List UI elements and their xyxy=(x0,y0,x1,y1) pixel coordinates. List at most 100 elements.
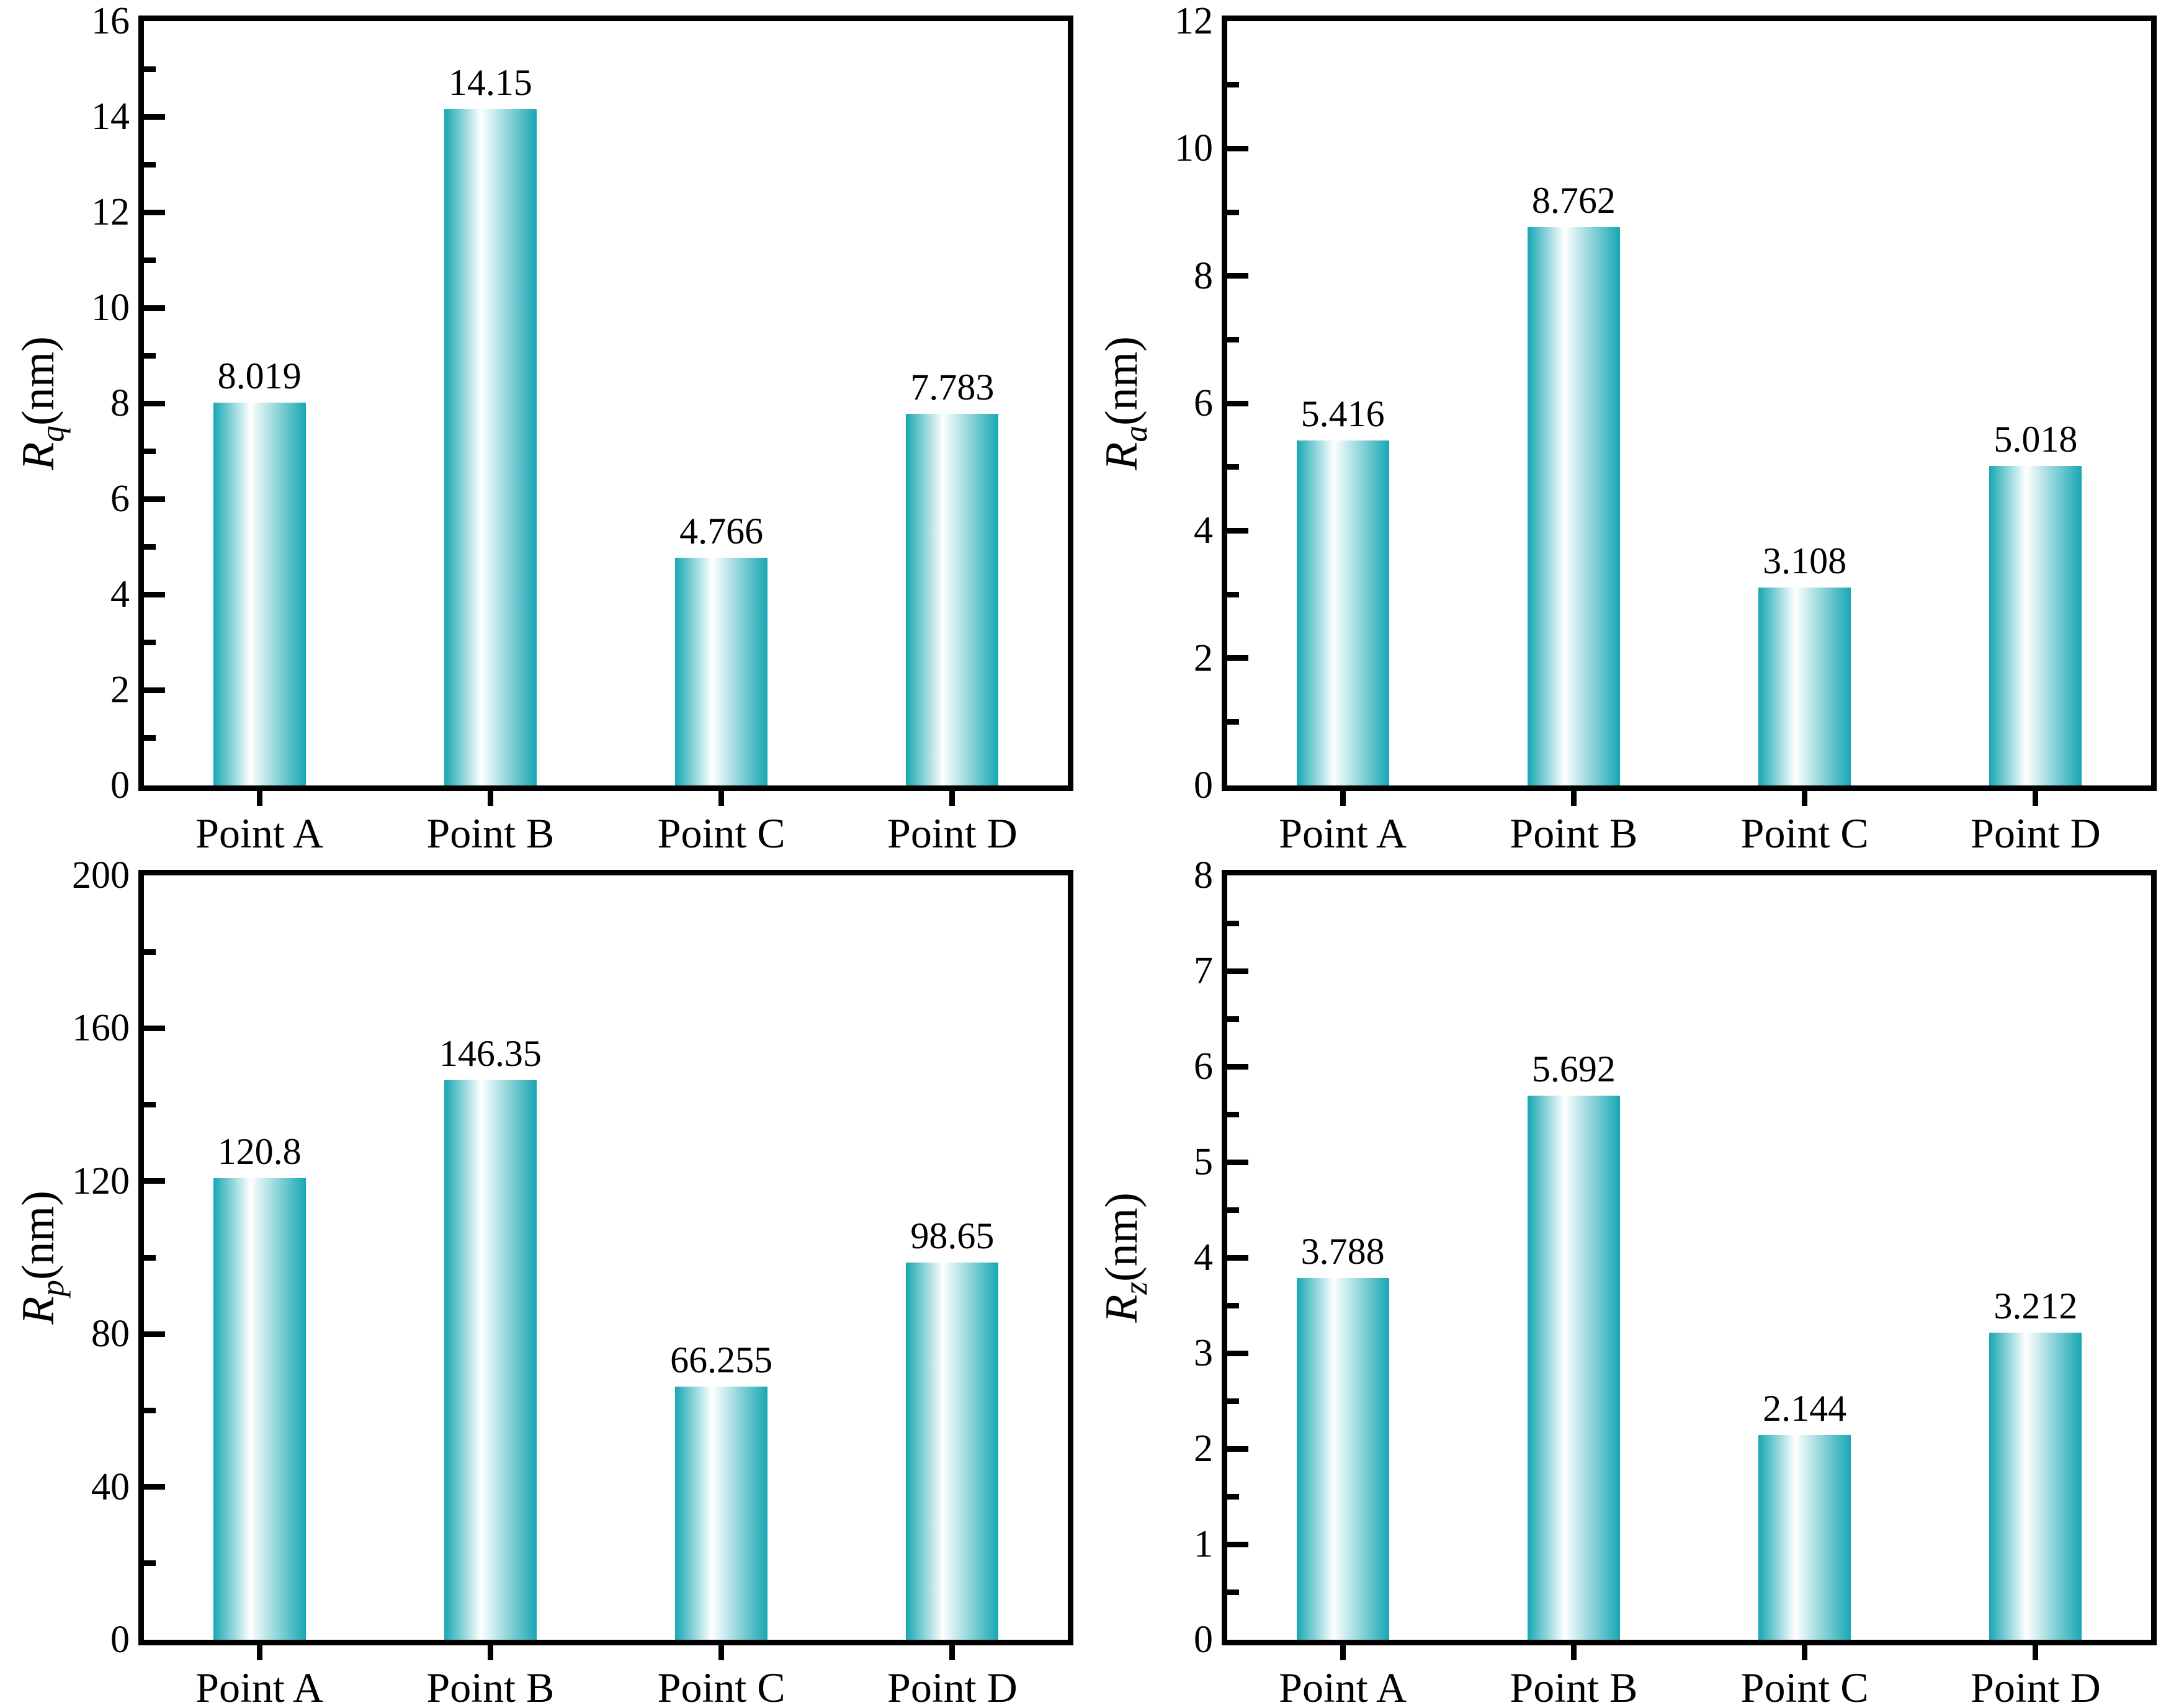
y-minor-tick xyxy=(1227,920,1239,926)
subplot-rz: 3.788 5.692 2.144 3.212 0 1 2 3 4 5 6 7 8 Point A Poin… xyxy=(1083,854,2166,1708)
y-tick-label: 16 xyxy=(91,0,130,42)
y-tick-label: 8 xyxy=(110,382,130,424)
y-tick-label: 5 xyxy=(1194,1141,1213,1183)
bar-value-label-point-b: 146.35 xyxy=(439,1033,542,1075)
y-axis-title-variable: R xyxy=(13,1296,64,1325)
bar-point-a xyxy=(1296,440,1389,785)
y-minor-tick xyxy=(144,1102,156,1108)
y-minor-tick xyxy=(1227,1398,1239,1404)
subplot-rq: 8.019 14.15 4.766 7.783 0 2 4 6 8 10 12 14 16 Point A… xyxy=(0,0,1083,857)
y-major-tick xyxy=(144,1484,165,1490)
y-major-tick xyxy=(1227,655,1248,661)
x-tick-point-d xyxy=(949,1645,955,1660)
bar-point-b xyxy=(444,109,537,785)
y-major-tick xyxy=(144,1025,165,1031)
y-axis-title-subscript: q xyxy=(34,426,71,442)
x-category-label-point-d: Point D xyxy=(1971,1664,2101,1708)
y-major-tick xyxy=(1227,1541,1248,1547)
x-category-label-point-a: Point A xyxy=(195,1664,324,1708)
y-tick-label: 10 xyxy=(91,287,130,329)
y-tick-label: 0 xyxy=(1194,764,1213,807)
x-tick-point-d xyxy=(949,791,955,806)
y-tick-label: 0 xyxy=(110,1619,130,1661)
y-tick-label: 0 xyxy=(110,764,130,807)
y-minor-tick xyxy=(1227,336,1239,342)
y-minor-tick xyxy=(144,949,156,955)
y-tick-label: 12 xyxy=(1175,0,1213,42)
x-category-label-point-b: Point B xyxy=(1510,810,1638,857)
x-category-label-point-b: Point B xyxy=(426,810,555,857)
y-tick-label: 2 xyxy=(1194,1428,1213,1470)
y-major-tick xyxy=(1227,145,1248,151)
y-tick-label: 12 xyxy=(91,191,130,233)
bar-value-label-point-b: 14.15 xyxy=(448,62,532,104)
bar-point-c xyxy=(1758,1434,1851,1640)
y-tick-label: 40 xyxy=(91,1465,130,1508)
x-tick-point-b xyxy=(487,791,493,806)
subplot-rp: 120.8 146.35 66.255 98.65 0 40 80 120 160 200 Poin… xyxy=(0,854,1083,1708)
x-tick-point-a xyxy=(1340,1645,1346,1660)
bar-value-label-point-c: 2.144 xyxy=(1763,1387,1847,1429)
y-tick-label: 120 xyxy=(72,1160,130,1202)
y-minor-tick xyxy=(1227,1589,1239,1595)
x-category-label-point-d: Point D xyxy=(1971,810,2101,857)
bar-value-label-point-a: 3.788 xyxy=(1300,1230,1385,1272)
y-major-tick xyxy=(144,591,165,597)
y-axis-title-unit: (nm) xyxy=(1096,336,1147,426)
plot-area: 8.019 14.15 4.766 7.783 xyxy=(138,16,1073,791)
plot-area: 3.788 5.692 2.144 3.212 xyxy=(1222,870,2157,1645)
y-minor-tick xyxy=(144,66,156,72)
y-tick-label: 14 xyxy=(91,96,130,138)
y-major-tick xyxy=(144,1178,165,1184)
y-minor-tick xyxy=(1227,1493,1239,1500)
y-tick-label: 4 xyxy=(110,573,130,615)
x-tick-point-b xyxy=(487,1645,493,1660)
x-category-label-point-d: Point D xyxy=(887,1664,1018,1708)
bar-value-label-point-c: 66.255 xyxy=(670,1339,773,1380)
bar-value-label-point-d: 5.018 xyxy=(1994,418,2078,460)
bar-point-b xyxy=(1527,227,1620,785)
x-category-label-point-b: Point B xyxy=(1510,1664,1638,1708)
y-tick-label: 160 xyxy=(72,1007,130,1050)
y-tick-label: 0 xyxy=(1194,1619,1213,1661)
bar-point-b xyxy=(444,1080,537,1640)
bar-value-label-point-c: 4.766 xyxy=(679,511,764,552)
y-major-tick xyxy=(144,305,165,311)
bar-value-label-point-a: 120.8 xyxy=(217,1130,302,1172)
y-tick-label: 4 xyxy=(1194,509,1213,552)
bar-point-a xyxy=(1296,1277,1389,1640)
x-category-label-point-d: Point D xyxy=(887,810,1018,857)
x-category-label-point-c: Point C xyxy=(1740,1664,1869,1708)
bar-value-label-point-d: 7.783 xyxy=(910,366,995,408)
x-category-label-point-c: Point C xyxy=(657,810,785,857)
y-minor-tick xyxy=(1227,464,1239,470)
y-tick-label: 8 xyxy=(1194,854,1213,896)
y-tick-label: 1 xyxy=(1194,1523,1213,1565)
y-minor-tick xyxy=(144,1407,156,1413)
x-tick-point-b xyxy=(1570,1645,1577,1660)
y-minor-tick xyxy=(144,1560,156,1567)
y-axis-title: Rz(nm) xyxy=(1096,1192,1154,1323)
x-tick-point-b xyxy=(1570,791,1577,806)
y-major-tick xyxy=(1227,527,1248,534)
x-category-label-point-c: Point C xyxy=(657,1664,785,1708)
y-minor-tick xyxy=(1227,1302,1239,1308)
bar-point-d xyxy=(906,1263,999,1640)
x-category-label-point-b: Point B xyxy=(426,1664,555,1708)
bar-value-label-point-c: 3.108 xyxy=(1763,540,1847,581)
bar-point-c xyxy=(675,1386,768,1640)
y-major-tick xyxy=(1227,1254,1248,1261)
bar-point-c xyxy=(675,558,768,785)
y-minor-tick xyxy=(1227,591,1239,597)
y-minor-tick xyxy=(144,448,156,454)
y-axis-title-variable: R xyxy=(13,442,64,470)
y-axis-title-unit: (nm) xyxy=(13,336,64,426)
y-axis-title: Rp(nm) xyxy=(13,1191,71,1325)
x-tick-point-a xyxy=(256,1645,262,1660)
bar-value-label-point-a: 5.416 xyxy=(1300,393,1385,434)
y-major-tick xyxy=(1227,1446,1248,1452)
y-axis-title-variable: R xyxy=(1096,1294,1147,1323)
bar-point-a xyxy=(213,402,306,785)
x-tick-point-a xyxy=(1340,791,1346,806)
